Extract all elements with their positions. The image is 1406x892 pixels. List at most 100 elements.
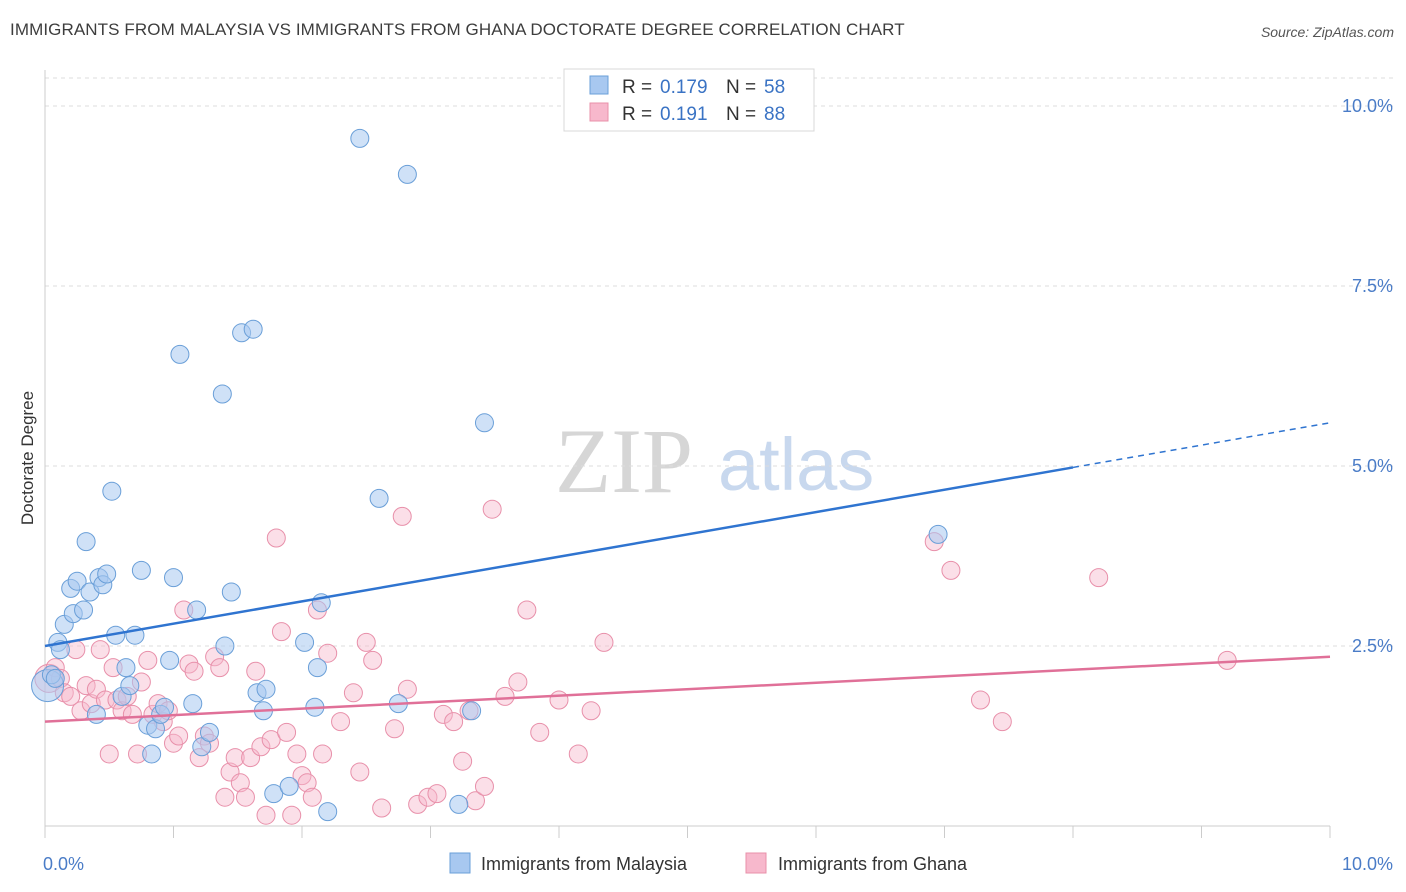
ghana-point <box>482 499 502 519</box>
malaysia-point <box>131 560 151 580</box>
y-tick-label: 10.0% <box>1342 96 1393 116</box>
ghana-point <box>941 560 961 580</box>
x-tick-label: 0.0% <box>43 854 84 874</box>
ghana-point <box>372 798 392 818</box>
grid-lines <box>45 77 1395 647</box>
bottom-legend-label-ghana: Immigrants from Ghana <box>778 854 968 874</box>
malaysia-point <box>215 636 235 656</box>
malaysia-point <box>76 532 96 552</box>
ghana-point <box>397 679 417 699</box>
ghana-point <box>271 622 291 642</box>
ghana-point <box>992 712 1012 732</box>
legend-n-label-malaysia: N = <box>726 77 756 98</box>
legend-r-label-ghana: R = <box>622 104 652 125</box>
ghana-point <box>970 690 990 710</box>
y-tick-label: 7.5% <box>1352 276 1393 296</box>
y-tick-label: 2.5% <box>1352 636 1393 656</box>
malaysia-point <box>212 384 232 404</box>
malaysia-trend-extension <box>1072 422 1331 469</box>
malaysia-point <box>397 164 417 184</box>
ghana-point <box>385 719 405 739</box>
legend-r-label-malaysia: R = <box>622 77 652 98</box>
malaysia-point <box>102 481 122 501</box>
malaysia-point <box>187 600 207 620</box>
malaysia-point <box>155 697 175 717</box>
malaysia-point <box>97 564 117 584</box>
ghana-point <box>568 744 588 764</box>
malaysia-points <box>31 128 948 822</box>
malaysia-point <box>474 413 494 433</box>
ghana-point <box>122 704 142 724</box>
malaysia-point <box>160 650 180 670</box>
malaysia-point <box>199 722 219 742</box>
malaysia-point <box>295 632 315 652</box>
legend-r-value-ghana: 0.191 <box>660 104 708 125</box>
ghana-point <box>313 744 333 764</box>
malaysia-point <box>243 319 263 339</box>
malaysia-point <box>74 600 94 620</box>
ghana-point <box>549 690 569 710</box>
malaysia-point <box>318 802 338 822</box>
ghana-point <box>474 776 494 796</box>
ghana-trend-line <box>44 655 1331 723</box>
ghana-point <box>138 650 158 670</box>
trend-lines <box>44 422 1331 723</box>
ghana-point <box>246 661 266 681</box>
ghana-point <box>302 787 322 807</box>
malaysia-point <box>86 704 106 724</box>
ghana-point <box>90 640 110 660</box>
ghana-point <box>530 722 550 742</box>
malaysia-point <box>449 794 469 814</box>
malaysia-point <box>116 658 136 678</box>
malaysia-point <box>264 784 284 804</box>
bottom-legend-swatch-malaysia <box>449 852 471 874</box>
legend-n-value-ghana: 88 <box>764 104 785 125</box>
ghana-point <box>495 686 515 706</box>
legend-swatch-malaysia <box>589 75 609 95</box>
ghana-point <box>508 672 528 692</box>
bottom-legend-swatch-ghana <box>745 852 767 874</box>
ghana-point <box>363 650 383 670</box>
malaysia-point <box>120 676 140 696</box>
malaysia-point <box>279 776 299 796</box>
ghana-points <box>34 499 1237 825</box>
ghana-point <box>266 528 286 548</box>
malaysia-point <box>142 744 162 764</box>
ghana-point <box>215 787 235 807</box>
ghana-point <box>444 712 464 732</box>
ghana-point <box>356 632 376 652</box>
malaysia-point <box>170 344 190 364</box>
ghana-point <box>581 701 601 721</box>
malaysia-point <box>67 571 87 591</box>
malaysia-point <box>256 679 276 699</box>
bottom-legend: Immigrants from Malaysia Immigrants from… <box>449 852 968 874</box>
watermark-atlas: atlas <box>718 423 874 506</box>
ghana-point <box>1089 568 1109 588</box>
ghana-point <box>261 730 281 750</box>
axes: 2.5% 5.0% 7.5% 10.0% 0.0% 10.0% <box>43 70 1393 874</box>
y-tick-label: 5.0% <box>1352 456 1393 476</box>
ghana-point <box>76 676 96 696</box>
malaysia-point <box>183 694 203 714</box>
ghana-point <box>282 805 302 825</box>
malaysia-point <box>45 668 65 688</box>
y-axis-title: Doctorate Degree <box>18 391 37 525</box>
ghana-point <box>99 744 119 764</box>
malaysia-point <box>221 582 241 602</box>
ghana-point <box>343 683 363 703</box>
ghana-point <box>331 712 351 732</box>
malaysia-point <box>369 488 389 508</box>
ghana-point <box>210 658 230 678</box>
malaysia-point <box>307 658 327 678</box>
ghana-point <box>184 661 204 681</box>
malaysia-trend-line <box>44 466 1074 648</box>
ghana-point <box>1217 650 1237 670</box>
ghana-point <box>297 773 317 793</box>
ghana-point <box>408 794 428 814</box>
ghana-point <box>594 632 614 652</box>
legend-n-value-malaysia: 58 <box>764 77 785 98</box>
ghana-point <box>453 751 473 771</box>
legend-r-value-malaysia: 0.179 <box>660 77 708 98</box>
ghana-point <box>235 787 255 807</box>
